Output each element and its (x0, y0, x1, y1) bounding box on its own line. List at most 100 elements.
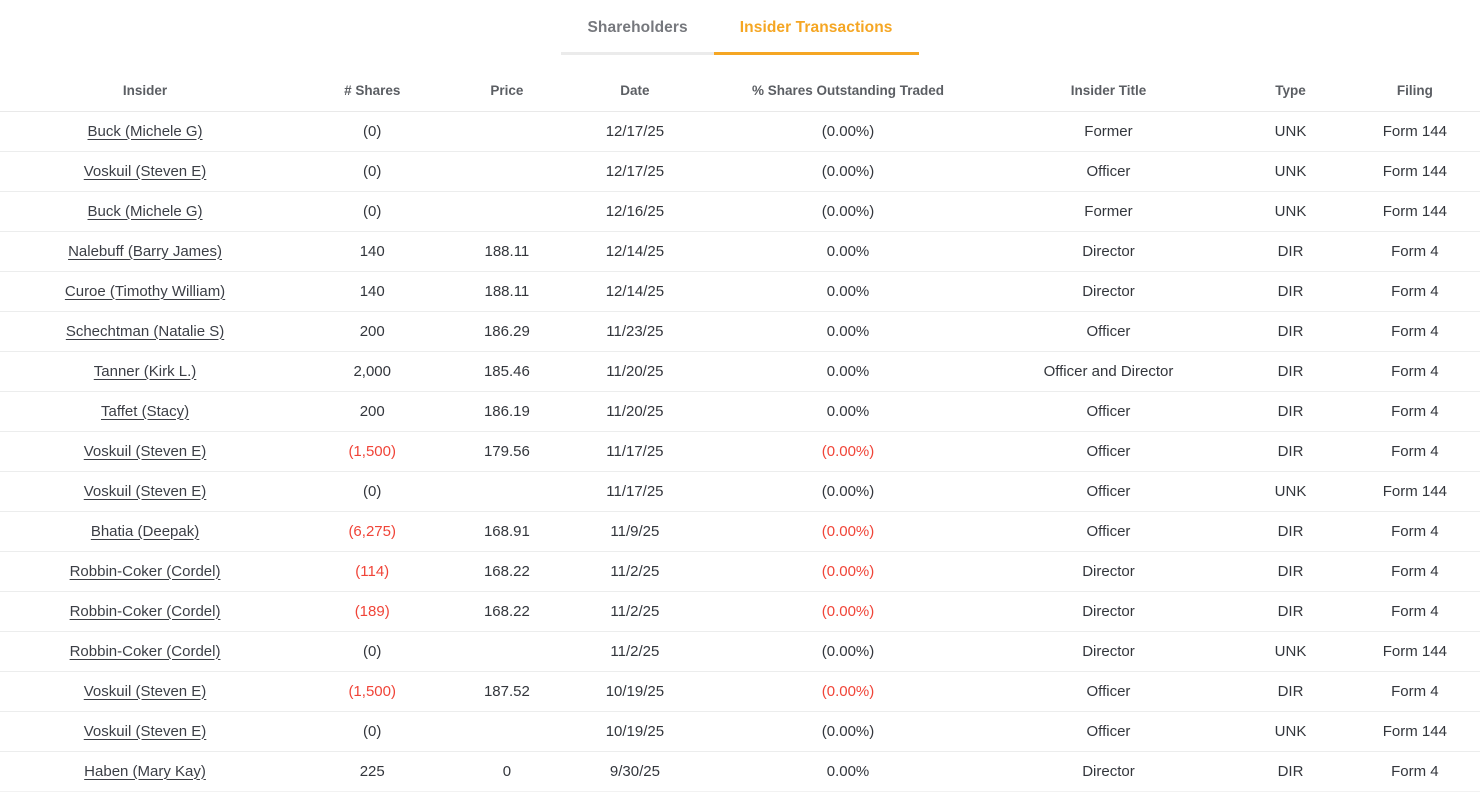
table-row: Taffet (Stacy) 200 186.19 11/20/25 0.00%… (0, 391, 1480, 432)
insider-link[interactable]: Taffet (Stacy) (100, 402, 190, 420)
cell-type: UNK (1231, 111, 1350, 152)
table-row: Haben (Mary Kay) 225 0 9/30/25 0.00% Dir… (0, 751, 1480, 792)
cell-type: DIR (1231, 431, 1350, 472)
cell-insider-title: Director (985, 631, 1232, 672)
tab-insider-transactions[interactable]: Insider Transactions (713, 0, 919, 55)
cell-price (454, 111, 560, 152)
cell-date: 12/17/25 (559, 111, 711, 152)
cell-price: 168.22 (454, 551, 560, 592)
cell-insider-title: Director (985, 591, 1232, 632)
table-row: Tanner (Kirk L.) 2,000 185.46 11/20/25 0… (0, 351, 1480, 392)
cell-insider-title: Officer (985, 471, 1232, 512)
cell-shares: (114) (290, 551, 455, 592)
cell-insider: Tanner (Kirk L.) (0, 351, 291, 392)
cell-insider: Robbin-Coker (Cordel) (0, 631, 291, 672)
insider-link[interactable]: Voskuil (Steven E) (83, 162, 207, 180)
insider-link[interactable]: Schechtman (Natalie S) (65, 322, 225, 340)
cell-insider-title: Officer (985, 511, 1232, 552)
cell-date: 12/16/25 (559, 191, 711, 232)
cell-filing: Form 4 (1349, 311, 1480, 352)
cell-type: DIR (1231, 231, 1350, 272)
table-row: Voskuil (Steven E) (1,500) 179.56 11/17/… (0, 431, 1480, 472)
cell-insider: Voskuil (Steven E) (0, 431, 291, 472)
cell-insider: Robbin-Coker (Cordel) (0, 551, 291, 592)
cell-price (454, 191, 560, 232)
cell-pct-shares-outstanding-traded: 0.00% (710, 271, 986, 312)
table-row: Robbin-Coker (Cordel) (189) 168.22 11/2/… (0, 591, 1480, 632)
insider-link[interactable]: Nalebuff (Barry James) (68, 242, 223, 260)
cell-price: 185.46 (454, 351, 560, 392)
cell-type: DIR (1231, 591, 1350, 632)
cell-insider: Robbin-Coker (Cordel) (0, 591, 291, 632)
cell-pct-shares-outstanding-traded: 0.00% (710, 311, 986, 352)
cell-shares: (1,500) (290, 431, 455, 472)
cell-shares: (0) (290, 151, 455, 192)
table-row: Voskuil (Steven E) (0) 10/19/25 (0.00%) … (0, 711, 1480, 752)
cell-type: UNK (1231, 151, 1350, 192)
cell-type: DIR (1231, 271, 1350, 312)
cell-date: 11/20/25 (559, 391, 711, 432)
insider-link[interactable]: Buck (Michele G) (87, 202, 203, 220)
column-header: # Shares (290, 55, 455, 112)
cell-price (454, 151, 560, 192)
cell-insider: Taffet (Stacy) (0, 391, 291, 432)
cell-pct-shares-outstanding-traded: (0.00%) (710, 431, 986, 472)
cell-shares: 140 (290, 271, 455, 312)
cell-type: DIR (1231, 311, 1350, 352)
cell-pct-shares-outstanding-traded: 0.00% (710, 391, 986, 432)
cell-pct-shares-outstanding-traded: 0.00% (710, 751, 986, 792)
cell-filing: Form 4 (1349, 271, 1480, 312)
insider-link[interactable]: Voskuil (Steven E) (83, 722, 207, 740)
insider-link[interactable]: Buck (Michele G) (87, 122, 203, 140)
cell-price: 179.56 (454, 431, 560, 472)
cell-filing: Form 144 (1349, 111, 1480, 152)
table-row: Schechtman (Natalie S) 200 186.29 11/23/… (0, 311, 1480, 352)
table-row: Buck (Michele G) (0) 12/16/25 (0.00%) Fo… (0, 191, 1480, 232)
cell-pct-shares-outstanding-traded: (0.00%) (710, 471, 986, 512)
cell-date: 12/17/25 (559, 151, 711, 192)
insider-link[interactable]: Robbin-Coker (Cordel) (69, 562, 221, 580)
insider-link[interactable]: Haben (Mary Kay) (84, 762, 206, 780)
cell-filing: Form 144 (1349, 631, 1480, 672)
cell-insider-title: Officer (985, 311, 1232, 352)
insider-link[interactable]: Robbin-Coker (Cordel) (69, 642, 221, 660)
cell-insider-title: Director (985, 231, 1232, 272)
cell-price: 188.11 (454, 271, 560, 312)
column-header: % Shares Outstanding Traded (710, 55, 986, 112)
cell-insider-title: Director (985, 751, 1232, 792)
cell-pct-shares-outstanding-traded: (0.00%) (710, 551, 986, 592)
cell-insider-title: Officer (985, 711, 1232, 752)
table-row: Robbin-Coker (Cordel) (114) 168.22 11/2/… (0, 551, 1480, 592)
cell-price: 168.91 (454, 511, 560, 552)
cell-shares: (6,275) (290, 511, 455, 552)
cell-price (454, 711, 560, 752)
insider-link[interactable]: Voskuil (Steven E) (83, 442, 207, 460)
insider-link[interactable]: Curoe (Timothy William) (64, 282, 226, 300)
insider-link[interactable]: Robbin-Coker (Cordel) (69, 602, 221, 620)
cell-insider: Schechtman (Natalie S) (0, 311, 291, 352)
cell-shares: 140 (290, 231, 455, 272)
cell-shares: (0) (290, 111, 455, 152)
cell-shares: (1,500) (290, 671, 455, 712)
cell-price: 0 (454, 751, 560, 792)
cell-filing: Form 144 (1349, 471, 1480, 512)
table-row: Voskuil (Steven E) (0) 11/17/25 (0.00%) … (0, 471, 1480, 512)
cell-filing: Form 4 (1349, 231, 1480, 272)
cell-insider: Voskuil (Steven E) (0, 711, 291, 752)
insider-link[interactable]: Voskuil (Steven E) (83, 482, 207, 500)
cell-type: DIR (1231, 671, 1350, 712)
cell-shares: (189) (290, 591, 455, 632)
cell-insider-title: Director (985, 271, 1232, 312)
cell-price: 168.22 (454, 591, 560, 632)
column-header: Filing (1349, 55, 1480, 112)
insider-link[interactable]: Tanner (Kirk L.) (93, 362, 197, 380)
cell-insider: Haben (Mary Kay) (0, 751, 291, 792)
cell-insider-title: Officer (985, 671, 1232, 712)
cell-insider: Voskuil (Steven E) (0, 671, 291, 712)
insider-link[interactable]: Bhatia (Deepak) (90, 522, 200, 540)
cell-filing: Form 144 (1349, 151, 1480, 192)
cell-pct-shares-outstanding-traded: (0.00%) (710, 671, 986, 712)
cell-price (454, 631, 560, 672)
insider-link[interactable]: Voskuil (Steven E) (83, 682, 207, 700)
tab-shareholders[interactable]: Shareholders (561, 0, 714, 55)
